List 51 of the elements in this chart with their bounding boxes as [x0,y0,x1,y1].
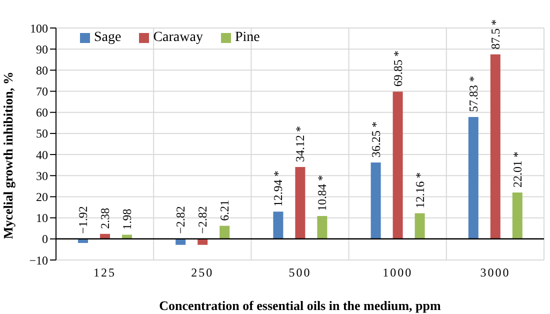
x-axis-title: Concentration of essential oils in the medium, ppm [159,298,442,313]
data-label: 22.01 * [510,151,524,188]
bar [370,162,381,239]
data-label: 2.38 [98,208,112,229]
data-label: 57.83 * [466,76,480,112]
bar [273,212,284,239]
bar [198,238,208,245]
data-label: −2.82 [196,206,210,234]
bar [220,226,230,239]
data-label: 36.25 * [368,121,383,158]
y-tick-label: −10 [29,253,48,268]
y-tick-label: 70 [36,84,48,99]
data-label: 12.94 * [271,170,286,207]
x-tick-label: 125 [94,266,116,280]
data-label: −1.92 [76,206,90,234]
y-tick-label: 40 [36,148,48,162]
y-axis-title: Mycelial growth inhibition, % [0,72,16,239]
data-label: 69.85 * [390,50,405,87]
legend-label: Sage [94,30,122,45]
legend-label: Pine [234,30,260,45]
y-tick-label: 50 [36,126,48,141]
data-label: 6.21 [218,200,232,221]
bar [176,238,186,245]
bar [512,192,522,239]
bar [100,234,110,239]
legend-label: Caraway [153,30,203,45]
bar [392,92,403,239]
bar [317,216,328,239]
bar [295,166,306,239]
bar [414,213,425,239]
y-tick-label: 100 [30,21,48,36]
data-label: 1.98 [120,208,134,230]
y-tick-label: 10 [36,211,48,226]
bar [122,234,132,239]
y-tick-label: 30 [36,168,48,183]
y-tick-label: 90 [36,42,48,56]
data-label: 87.5 * [488,19,502,50]
y-tick-label: 20 [36,190,48,204]
data-label: 12.16 * [412,172,427,208]
data-label: 34.12 * [293,126,308,162]
x-tick-label: 500 [288,266,312,280]
data-label: −2.82 [174,206,188,234]
x-tick-label: 1000 [382,266,413,280]
x-tick-label: 250 [191,266,214,280]
bar [468,116,478,239]
y-tick-label: 0 [42,232,48,246]
y-tick-label: 60 [36,106,48,120]
data-label: 10.84 * [315,175,330,212]
bar [490,54,500,239]
x-tick-label: 3000 [480,266,510,280]
y-tick-label: 80 [36,63,48,78]
